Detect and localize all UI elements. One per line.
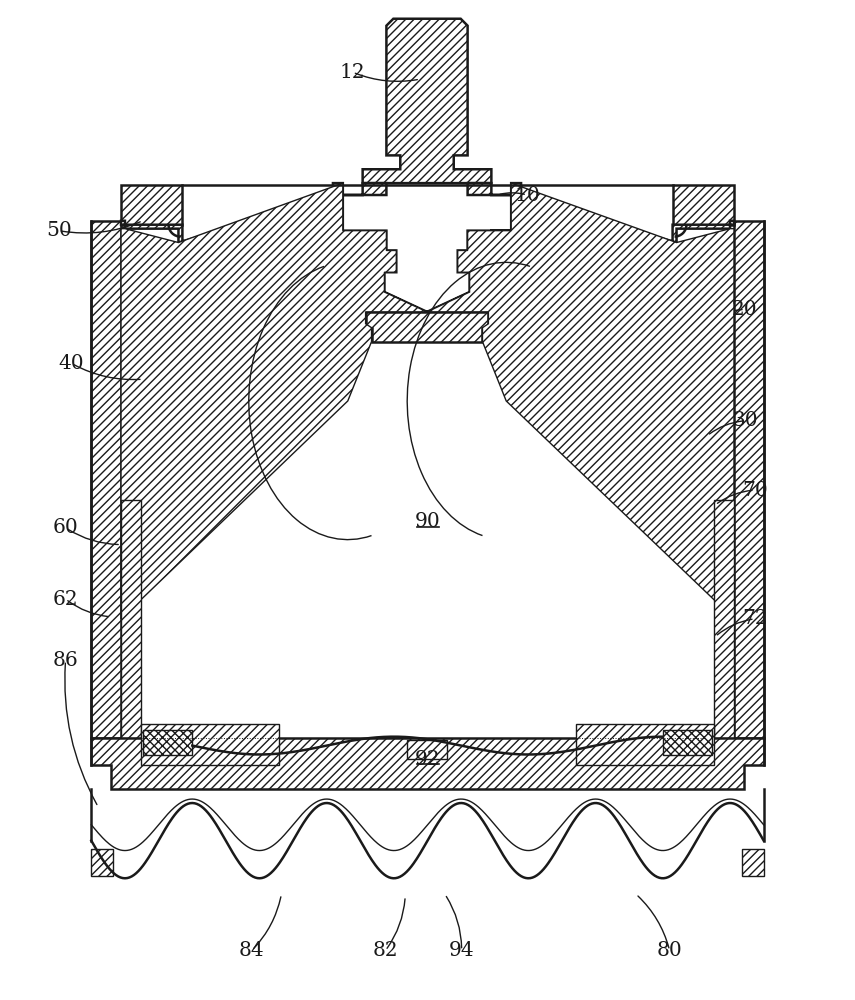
- Text: 72: 72: [742, 609, 768, 628]
- Polygon shape: [575, 724, 714, 765]
- Polygon shape: [121, 185, 182, 225]
- Polygon shape: [663, 730, 712, 755]
- Text: 20: 20: [732, 300, 758, 319]
- Polygon shape: [673, 185, 734, 225]
- Text: 82: 82: [373, 941, 398, 960]
- Polygon shape: [91, 738, 764, 789]
- Text: 94: 94: [449, 941, 475, 960]
- Polygon shape: [141, 724, 280, 765]
- Text: 10: 10: [514, 186, 540, 205]
- Polygon shape: [143, 730, 192, 755]
- Text: 70: 70: [742, 481, 768, 500]
- Polygon shape: [427, 183, 734, 619]
- Text: 60: 60: [53, 518, 79, 537]
- Text: 12: 12: [340, 63, 366, 82]
- Polygon shape: [366, 312, 488, 342]
- Polygon shape: [511, 183, 734, 243]
- Polygon shape: [121, 500, 141, 738]
- Polygon shape: [734, 221, 764, 738]
- Text: 86: 86: [53, 651, 79, 670]
- Text: 92: 92: [416, 750, 441, 769]
- Polygon shape: [121, 183, 343, 243]
- Text: 62: 62: [53, 590, 79, 609]
- Polygon shape: [407, 740, 447, 759]
- Text: 90: 90: [416, 512, 441, 531]
- Polygon shape: [91, 221, 121, 738]
- Polygon shape: [121, 183, 427, 619]
- Polygon shape: [91, 849, 113, 876]
- Polygon shape: [363, 19, 492, 183]
- Polygon shape: [333, 183, 427, 312]
- Polygon shape: [742, 849, 764, 876]
- Text: 84: 84: [239, 941, 264, 960]
- Text: 50: 50: [46, 221, 72, 240]
- Text: 80: 80: [657, 941, 682, 960]
- Text: 30: 30: [732, 411, 758, 430]
- Text: 40: 40: [59, 354, 85, 373]
- Polygon shape: [714, 500, 734, 738]
- Polygon shape: [427, 183, 521, 312]
